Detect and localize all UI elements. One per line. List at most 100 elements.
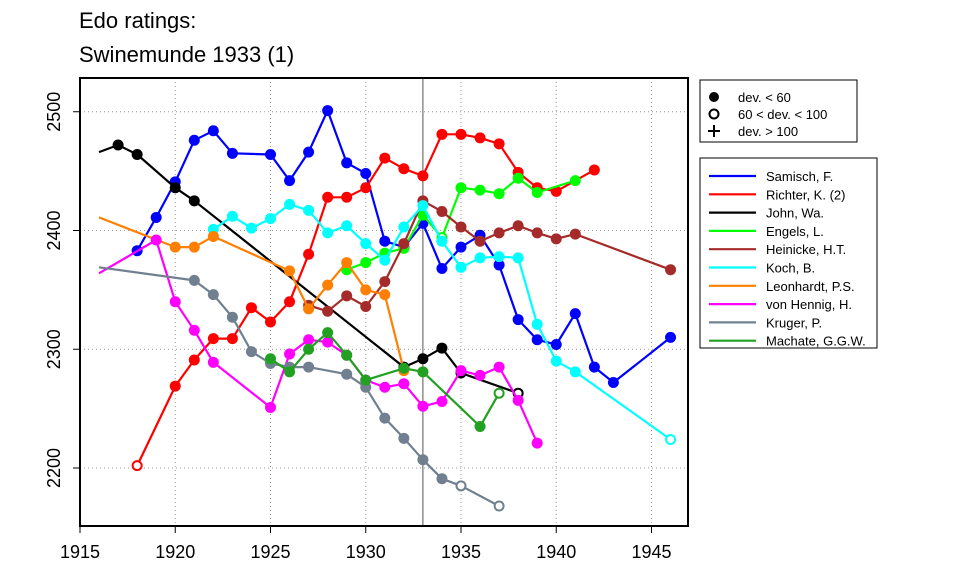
data-point bbox=[398, 378, 410, 390]
data-point bbox=[379, 412, 391, 424]
data-point bbox=[455, 480, 467, 492]
y-tick-label: 2200 bbox=[44, 448, 64, 488]
x-tick-label: 1930 bbox=[346, 542, 386, 562]
marker-legend-open-icon bbox=[708, 108, 720, 120]
data-point bbox=[569, 308, 581, 320]
data-point bbox=[284, 198, 296, 210]
y-tick-label: 2300 bbox=[44, 329, 64, 369]
series-legend-label: Machate, G.G.W. bbox=[766, 334, 866, 349]
data-point bbox=[265, 401, 276, 413]
data-point bbox=[665, 331, 677, 343]
data-point bbox=[226, 311, 238, 323]
series-line bbox=[98, 266, 500, 507]
data-point bbox=[303, 343, 315, 355]
data-point bbox=[226, 210, 238, 222]
data-point bbox=[341, 220, 353, 232]
data-point bbox=[417, 400, 429, 412]
data-point bbox=[379, 152, 391, 164]
data-point bbox=[284, 265, 296, 277]
data-point bbox=[493, 259, 505, 271]
data-point bbox=[245, 346, 257, 358]
data-point bbox=[474, 420, 486, 432]
data-point bbox=[550, 233, 562, 245]
data-point bbox=[665, 264, 677, 276]
data-point bbox=[303, 146, 315, 158]
plot-frame bbox=[79, 77, 689, 527]
data-point bbox=[207, 289, 219, 301]
series-legend-label: Leonhardt, P.S. bbox=[766, 279, 855, 294]
data-point bbox=[493, 500, 505, 512]
data-point bbox=[188, 354, 200, 366]
data-point bbox=[474, 235, 486, 247]
data-point bbox=[265, 353, 276, 365]
series-legend-label: Samisch, F. bbox=[766, 169, 833, 184]
data-point bbox=[322, 279, 334, 291]
data-point bbox=[512, 220, 524, 232]
data-point bbox=[531, 334, 543, 346]
data-point bbox=[341, 191, 353, 203]
data-point bbox=[245, 302, 257, 314]
data-point bbox=[417, 200, 429, 212]
data-point bbox=[303, 361, 315, 373]
data-point bbox=[398, 238, 410, 250]
series-layer bbox=[98, 105, 677, 512]
y-tick-label: 2500 bbox=[44, 92, 64, 132]
series-legend-label: Heinicke, H.T. bbox=[766, 242, 846, 257]
data-point bbox=[455, 221, 467, 233]
data-point bbox=[455, 241, 467, 253]
series-heinicke-h-t bbox=[303, 195, 677, 317]
data-point bbox=[493, 251, 505, 263]
data-point bbox=[341, 257, 353, 269]
data-point bbox=[322, 227, 334, 239]
data-point bbox=[303, 334, 315, 346]
data-point bbox=[398, 362, 410, 374]
data-point bbox=[588, 361, 600, 373]
data-point bbox=[188, 134, 200, 146]
data-point bbox=[379, 276, 391, 288]
marker-legend-filled-icon bbox=[709, 92, 719, 102]
data-point bbox=[493, 138, 505, 150]
data-point bbox=[379, 254, 391, 266]
data-point bbox=[322, 327, 334, 339]
data-point bbox=[360, 182, 372, 194]
data-point bbox=[322, 305, 334, 317]
data-point bbox=[531, 187, 543, 198]
data-point bbox=[150, 211, 162, 223]
data-point bbox=[150, 234, 162, 246]
data-point bbox=[322, 336, 334, 348]
series-machate-g-g-w bbox=[265, 327, 505, 432]
data-point bbox=[360, 168, 372, 179]
data-point bbox=[474, 369, 486, 381]
data-point bbox=[284, 296, 296, 308]
axes: 1915 1920 1925 1930 1935 1940 1945 2200 2300 2400… bbox=[44, 92, 672, 562]
data-point bbox=[550, 185, 562, 197]
series-legend-label: Koch, B. bbox=[766, 261, 815, 276]
series-kruger-p bbox=[98, 266, 505, 512]
data-point bbox=[398, 163, 410, 175]
series-von-hennig-h bbox=[98, 234, 543, 449]
data-point bbox=[265, 149, 276, 160]
data-point bbox=[207, 356, 219, 368]
data-point bbox=[436, 235, 448, 247]
series-legend-label: John, Wa. bbox=[766, 206, 824, 221]
data-point bbox=[512, 314, 524, 326]
data-point bbox=[493, 227, 505, 239]
data-point bbox=[569, 175, 581, 187]
data-point bbox=[379, 381, 391, 393]
x-tick-label: 1935 bbox=[441, 542, 481, 562]
data-point bbox=[455, 365, 467, 377]
data-point bbox=[169, 380, 181, 392]
data-point bbox=[512, 394, 524, 406]
data-point bbox=[417, 454, 429, 466]
data-point bbox=[531, 227, 543, 239]
series-koch-b bbox=[207, 198, 677, 445]
chart-title-line-2: Swinemunde 1933 (1) bbox=[79, 42, 294, 67]
x-tick-label: 1945 bbox=[631, 542, 671, 562]
series-legend-label: Richter, K. (2) bbox=[766, 187, 845, 202]
data-point bbox=[474, 132, 486, 144]
data-point bbox=[436, 396, 448, 407]
data-point bbox=[284, 348, 296, 360]
data-point bbox=[436, 473, 448, 485]
data-point bbox=[417, 170, 429, 182]
data-point bbox=[245, 222, 257, 234]
